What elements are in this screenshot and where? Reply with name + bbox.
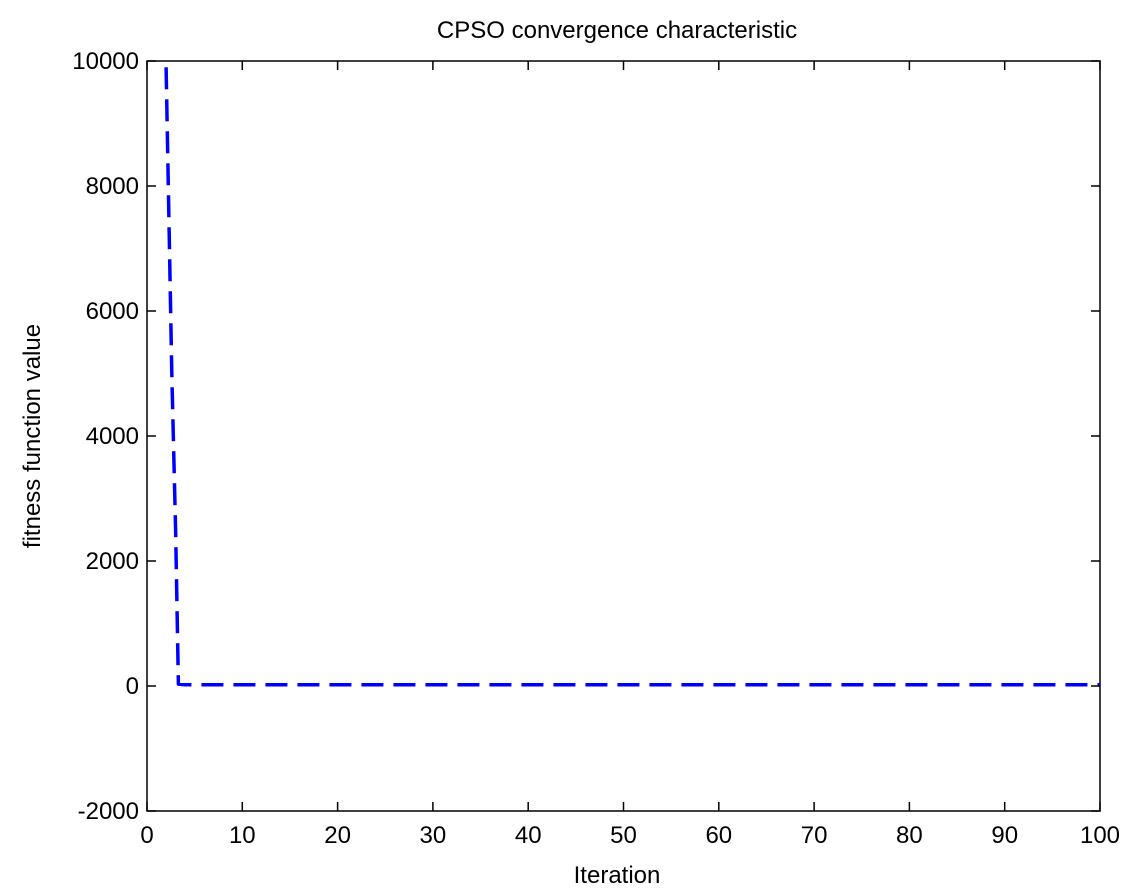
y-tick-label: 8000 xyxy=(86,173,139,200)
y-axis-label: fitness function value xyxy=(19,324,46,548)
plot-frame xyxy=(146,60,1101,812)
y-tick-label: -2000 xyxy=(78,798,139,825)
x-tick-label: 90 xyxy=(991,822,1018,849)
series-line-0 xyxy=(164,67,1100,687)
x-tick-label: 100 xyxy=(1080,822,1120,849)
x-axis-label: Iteration xyxy=(574,862,661,889)
x-tick-label: 10 xyxy=(229,822,256,849)
y-tick-label: 6000 xyxy=(86,298,139,325)
x-axis: 0 10 20 30 40 50 60 70 80 90 100 xyxy=(140,61,1120,849)
x-tick-label: 70 xyxy=(801,822,828,849)
y-tick-label: 0 xyxy=(126,673,139,700)
x-tick-label: 30 xyxy=(420,822,447,849)
x-tick-label: 0 xyxy=(140,822,153,849)
x-tick-label: 50 xyxy=(610,822,637,849)
x-tick-label: 40 xyxy=(515,822,542,849)
plot-area xyxy=(146,60,1101,812)
y-axis: -2000 0 2000 4000 6000 8000 10000 xyxy=(72,48,1100,825)
series-layer xyxy=(164,67,1100,687)
x-tick-label: 80 xyxy=(896,822,923,849)
y-tick-label: 10000 xyxy=(72,48,139,75)
y-tick-label: 4000 xyxy=(86,423,139,450)
x-tick-label: 20 xyxy=(324,822,351,849)
x-tick-label: 60 xyxy=(705,822,732,849)
chart-title: CPSO convergence characteristic xyxy=(437,17,797,44)
y-tick-label: 2000 xyxy=(86,548,139,575)
